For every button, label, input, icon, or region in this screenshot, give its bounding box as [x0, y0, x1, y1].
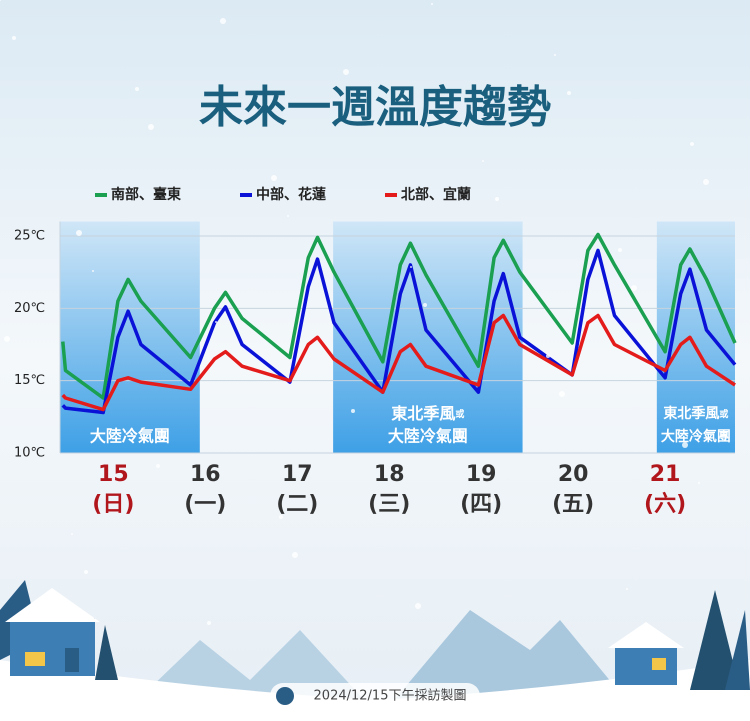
snowflake — [626, 588, 628, 590]
region-label: 大陸冷氣團 — [661, 428, 731, 445]
snowflake — [415, 603, 421, 609]
snowflake — [148, 124, 154, 130]
x-tick-label: 15 — [98, 462, 129, 487]
snowflake — [487, 497, 493, 503]
scenery — [0, 580, 750, 717]
snowflake — [135, 87, 139, 91]
snowflake — [682, 442, 688, 448]
snowflake — [287, 215, 289, 217]
region-label: 大陸冷氣團 — [90, 427, 170, 446]
snowflake — [351, 409, 355, 413]
x-tick-weekday: (二) — [276, 492, 318, 517]
footer: 2024/12/15下午採訪製圖 — [314, 688, 467, 704]
x-tick-weekday: (六) — [644, 492, 686, 517]
y-tick-label: 10℃ — [14, 446, 45, 461]
snowflake — [143, 427, 145, 429]
snowflake — [554, 54, 556, 56]
x-tick-label: 20 — [558, 462, 589, 487]
y-tick-label: 25℃ — [14, 228, 45, 243]
snowflake — [482, 160, 484, 162]
x-tick-label: 21 — [650, 462, 681, 487]
legend-label: 中部、花蓮 — [256, 186, 326, 203]
snowflake — [0, 0, 1, 1]
snowflake — [12, 36, 16, 40]
region-label-main: 東北季風 — [391, 404, 455, 423]
snowflake — [71, 533, 73, 535]
snowflake — [220, 18, 226, 24]
shaded-region — [60, 221, 200, 453]
snowflake — [431, 3, 433, 5]
series-line — [61, 313, 736, 412]
snowflake — [271, 175, 277, 181]
snowflake — [343, 69, 349, 75]
region-label-small: 或 — [719, 408, 728, 420]
snowflake — [546, 354, 550, 358]
series-line — [61, 232, 737, 400]
snowflake — [567, 91, 571, 95]
x-tick-weekday: (三) — [368, 492, 410, 517]
y-tick-label: 15℃ — [14, 373, 45, 388]
snowflake — [690, 142, 694, 146]
region-label-main: 東北季風 — [663, 405, 719, 422]
x-tick-weekday: (四) — [460, 492, 502, 517]
snowflake — [423, 303, 427, 307]
snowflake — [698, 482, 700, 484]
snowflake — [156, 464, 160, 468]
snowflake — [703, 179, 709, 185]
region-label: 東北季風或 — [663, 405, 728, 422]
snowflake — [279, 515, 283, 519]
chart-title: 未來一週溫度趨勢 — [199, 82, 551, 133]
snowflake — [618, 248, 622, 252]
snowflake — [207, 621, 211, 625]
legend-label: 北部、宜蘭 — [401, 186, 471, 203]
snowflake — [495, 197, 499, 201]
x-tick-weekday: (五) — [552, 492, 594, 517]
region-label: 東北季風或 — [391, 404, 464, 423]
series-line — [61, 248, 737, 415]
snowflake — [559, 391, 565, 397]
region-label: 大陸冷氣團 — [388, 427, 468, 446]
x-tick-weekday: (一) — [184, 492, 226, 517]
snowflake — [410, 266, 412, 268]
x-tick-label: 17 — [282, 462, 313, 487]
region-label-small: 或 — [455, 408, 464, 420]
snowflake — [20, 376, 22, 378]
snowflake — [215, 321, 217, 323]
snowflake — [359, 109, 361, 111]
x-tick-label: 19 — [466, 462, 497, 487]
x-tick-weekday: (日) — [92, 492, 134, 517]
snowflake — [92, 270, 94, 272]
snowflake — [292, 552, 298, 558]
snowflake — [631, 285, 637, 291]
legend-label: 南部、臺東 — [111, 186, 181, 203]
x-tick-label: 18 — [374, 462, 405, 487]
y-tick-label: 20℃ — [14, 301, 45, 316]
snowflake — [4, 336, 10, 342]
snowflake — [76, 230, 82, 236]
x-tick-label: 16 — [190, 462, 221, 487]
snowflake — [84, 570, 88, 574]
